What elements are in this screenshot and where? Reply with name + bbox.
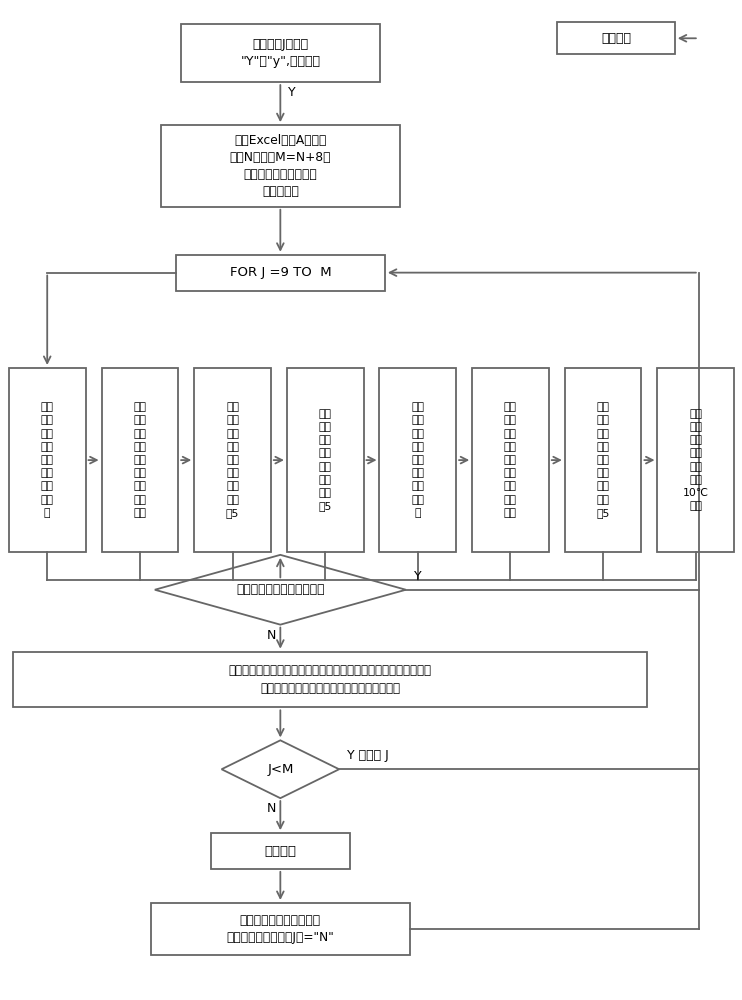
Text: 判定
右股
钢轨
锁定
轨温
是否
与设
计相
符: 判定 右股 钢轨 锁定 轨温 是否 与设 计相 符 xyxy=(411,402,424,518)
Polygon shape xyxy=(155,555,406,625)
Bar xyxy=(9,368,85,552)
Text: 将不符合规范要求数据的情况汇总至第三行、第五行相应的栏内，
根据错误类型，表格中相应行标示不同颜色。: 将不符合规范要求数据的情况汇总至第三行、第五行相应的栏内， 根据错误类型，表格中… xyxy=(229,664,432,694)
Text: 判定
同一
区间
锁定
轨温
差超
10℃
处所: 判定 同一 区间 锁定 轨温 差超 10℃ 处所 xyxy=(683,409,709,511)
Bar xyxy=(102,368,178,552)
Text: 结束循环: 结束循环 xyxy=(264,845,296,858)
Text: Y: Y xyxy=(289,86,296,99)
Bar xyxy=(287,368,364,552)
Text: 检查结束: 检查结束 xyxy=(601,32,631,45)
Text: Y 下一个 J: Y 下一个 J xyxy=(347,749,389,762)
Polygon shape xyxy=(222,740,339,798)
Bar xyxy=(211,833,350,869)
Text: Y: Y xyxy=(414,570,421,583)
Bar xyxy=(657,368,734,552)
Bar xyxy=(557,22,675,54)
Text: 判定
右股
钢轨
锁定
轨温
是否
与拉
伸量
相符: 判定 右股 钢轨 锁定 轨温 是否 与拉 伸量 相符 xyxy=(504,402,517,518)
Bar xyxy=(181,24,380,82)
Bar xyxy=(161,125,400,207)
Text: 清除表格运行中写表格的
中间结果，令第一行J列="N": 清除表格运行中写表格的 中间结果，令第一行J列="N" xyxy=(226,914,334,944)
Text: 判定
右股
相邻
钢轨
锁定
轨温
差是
否大
于5: 判定 右股 相邻 钢轨 锁定 轨温 差是 否大 于5 xyxy=(597,402,610,518)
Text: 读取Excel表格A列最大
序号N，并令M=N+8，
清除第三行、第五行原
检查结果。: 读取Excel表格A列最大 序号N，并令M=N+8， 清除第三行、第五行原 检查… xyxy=(229,134,331,198)
Bar xyxy=(176,255,385,291)
Bar xyxy=(194,368,271,552)
Text: 判定
左股
相邻
钢轨
锁定
轨温
差是
否大
于5: 判定 左股 相邻 钢轨 锁定 轨温 差是 否大 于5 xyxy=(226,402,239,518)
Text: N: N xyxy=(266,629,276,642)
Text: 当第一行J列输入
"Y"或"y",软件运行: 当第一行J列输入 "Y"或"y",软件运行 xyxy=(240,38,321,68)
Bar xyxy=(13,652,647,707)
Bar xyxy=(472,368,549,552)
Text: J<M: J<M xyxy=(267,763,294,776)
Text: 判定
左股
钢轨
锁定
轨温
是否
与拉
伸量
相符: 判定 左股 钢轨 锁定 轨温 是否 与拉 伸量 相符 xyxy=(134,402,146,518)
Text: FOR J =9 TO  M: FOR J =9 TO M xyxy=(229,266,331,279)
Bar xyxy=(379,368,456,552)
Text: 判定
左股
钢轨
锁定
轨温
是否
与设
计相
符: 判定 左股 钢轨 锁定 轨温 是否 与设 计相 符 xyxy=(41,402,53,518)
Bar xyxy=(151,903,410,955)
Text: N: N xyxy=(266,802,276,815)
Text: 判定
左右
股钢
轨锁
定轨
温是
否大
于5: 判定 左右 股钢 轨锁 定轨 温是 否大 于5 xyxy=(318,409,332,511)
Bar xyxy=(565,368,642,552)
Text: 锁定轨温数据是否符合规范: 锁定轨温数据是否符合规范 xyxy=(236,583,324,596)
